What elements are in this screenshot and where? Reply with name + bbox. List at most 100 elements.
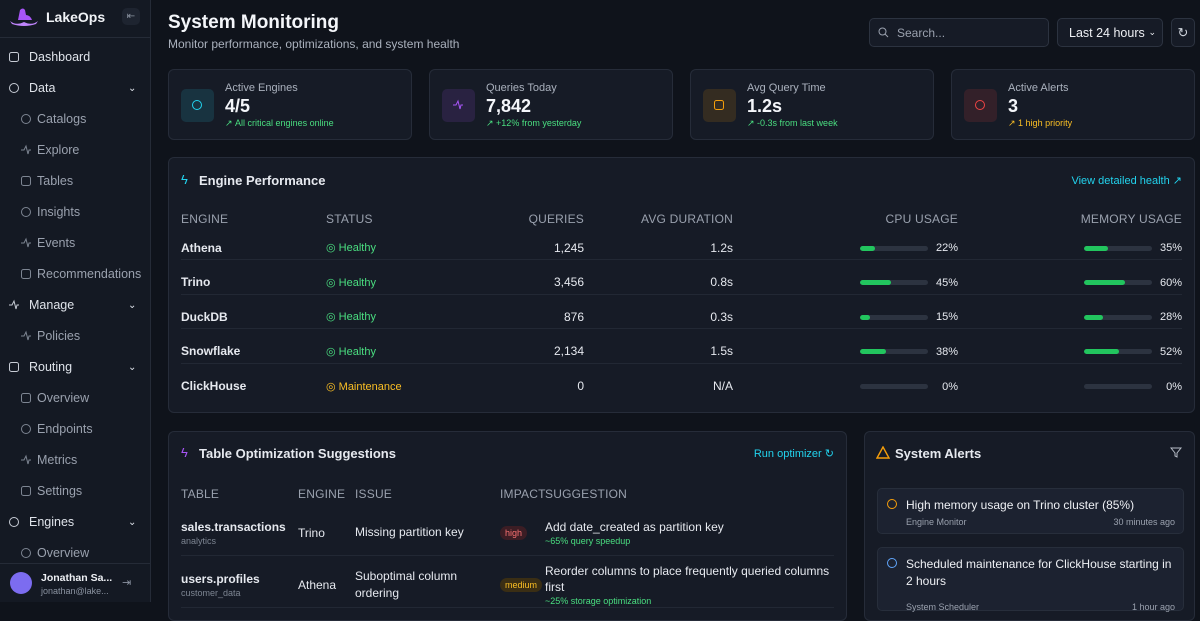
nav-subitem[interactable]: Overview [0, 541, 150, 565]
memory-usage: 0% [958, 379, 1182, 393]
note-text: 1 high priority [1018, 118, 1073, 128]
engine-name: Athena [181, 240, 222, 255]
stat-card: Active Alerts 3 ↗ 1 high priority [951, 69, 1195, 140]
usage-bar [860, 384, 928, 390]
nav-subitem[interactable]: Events [0, 231, 150, 255]
status-text: Healthy [338, 311, 376, 323]
nav-item[interactable]: Data ⌄ [0, 76, 150, 100]
stat-card: Avg Query Time 1.2s ↗ -0.3s from last week [690, 69, 934, 140]
usage-label: 52% [1159, 345, 1182, 358]
stat-value: 7,842 [486, 96, 532, 116]
search-placeholder: Search... [897, 25, 946, 40]
nav-subitem[interactable]: Insights [0, 200, 150, 224]
icon [887, 499, 897, 509]
schema-name: analytics [181, 535, 217, 546]
logout-button[interactable]: ⇥ [122, 577, 132, 589]
usage-bar [860, 280, 928, 286]
engine-name: Trino [181, 275, 211, 289]
icon [887, 558, 897, 568]
search-box[interactable]: Search... [869, 18, 1049, 47]
nav-subitem[interactable]: Metrics [0, 448, 150, 472]
cpu-usage: 38% [733, 344, 958, 358]
status-text: Healthy [338, 276, 376, 289]
stat-icon [964, 89, 997, 122]
icon [21, 548, 31, 558]
icon [21, 237, 31, 248]
stat-value: 1.2s [747, 96, 783, 116]
status-icon: ◎ [326, 380, 339, 393]
usage-fill [860, 245, 875, 251]
chevron: ⌄ [128, 299, 137, 311]
usage-fill [1084, 245, 1108, 251]
nav-label: Catalogs [37, 112, 87, 126]
status-text: Healthy [338, 345, 376, 358]
note-text: -0.3s from last week [757, 118, 838, 128]
column-header: ISSUE [355, 487, 393, 501]
icon [21, 114, 31, 124]
table-row: sales.transactions analytics Trino Missing … [181, 510, 834, 556]
nav-item[interactable]: Dashboard [0, 45, 150, 69]
engine-panel: ϟ Engine Performance View detailed healt… [168, 157, 1195, 413]
table-cell: sales.transactions analytics [181, 520, 298, 546]
icon [21, 330, 31, 341]
nav-subitem[interactable]: Endpoints [0, 417, 150, 441]
impact-badge: medium [500, 578, 543, 592]
usage-label: 38% [935, 345, 958, 358]
queries: 876 [563, 309, 584, 324]
nav-subitem[interactable]: Overview [0, 386, 150, 410]
refresh-button[interactable]: ↻ [1171, 18, 1195, 47]
panel-icon [876, 446, 890, 459]
nav-item[interactable]: Routing ⌄ [0, 355, 150, 379]
column-header: QUERIES [528, 212, 584, 226]
icon [9, 52, 19, 62]
usage-fill [860, 280, 891, 286]
stat-label: Avg Query Time [747, 82, 826, 94]
table-header: TABLE ENGINE ISSUE IMPACT SUGGESTION [181, 487, 834, 501]
avg-duration: 0.3s [710, 309, 733, 324]
stat-label: Active Alerts [1008, 82, 1069, 94]
memory-usage: 60% [958, 275, 1182, 289]
nav-label: Manage [29, 298, 75, 312]
panel-icon: ϟ [181, 445, 188, 460]
nav-item[interactable]: Manage ⌄ [0, 293, 150, 317]
queries: 3,456 [553, 275, 584, 289]
range-select[interactable]: Last 24 hours ⌄ [1057, 18, 1163, 47]
queries: 0 [577, 379, 584, 393]
nav-item[interactable]: Engines ⌄ [0, 510, 150, 534]
nav-subitem[interactable]: Catalogs [0, 107, 150, 131]
nav-label: Data [29, 81, 56, 95]
nav-subitem[interactable]: Recommendations [0, 262, 150, 286]
table-row: Snowflake ◎ Healthy 2,134 1.5s 38% 52% [181, 340, 1182, 364]
avatar[interactable] [10, 572, 32, 594]
issue: Suboptimal column ordering [355, 568, 458, 600]
icon [21, 486, 31, 496]
detail-link[interactable]: View detailed health ↗ [1071, 175, 1182, 187]
filter-button[interactable] [1170, 447, 1182, 458]
nav-subitem[interactable]: Policies [0, 324, 150, 348]
table-row: Athena ◎ Healthy 1,245 1.2s 22% 35% [181, 236, 1182, 260]
nav-subitem[interactable]: Settings [0, 479, 150, 503]
stat-note: ↗ -0.3s from last week [747, 118, 838, 129]
nav-label: Engines [29, 515, 75, 529]
nav-subitem[interactable]: Explore [0, 138, 150, 162]
collapse-button[interactable]: ⇤ [122, 8, 140, 25]
nav-subitem[interactable]: Tables [0, 169, 150, 193]
avg-duration: 1.5s [710, 344, 733, 358]
chevron: ⌄ [128, 516, 137, 528]
link-text: Run optimizer [753, 448, 822, 460]
usage-label: 22% [935, 242, 958, 255]
table-row: DuckDB ◎ Healthy 876 0.3s 15% 28% [181, 305, 1182, 329]
status: ◎ Healthy [326, 241, 450, 254]
usage-fill [1084, 314, 1104, 320]
avg-duration: 0.8s [710, 275, 733, 289]
cpu-usage: 15% [733, 310, 958, 324]
note-arrow: ↗ [486, 118, 497, 128]
icon [9, 83, 19, 93]
status-icon: ◎ [326, 242, 339, 254]
status: ◎ Healthy [326, 345, 450, 358]
panel-icon: ϟ [181, 172, 188, 187]
stat-icon [703, 89, 736, 122]
search-icon [878, 27, 889, 38]
column-header: ENGINE [298, 487, 346, 501]
run-link[interactable]: Run optimizer ↻ [753, 448, 834, 460]
